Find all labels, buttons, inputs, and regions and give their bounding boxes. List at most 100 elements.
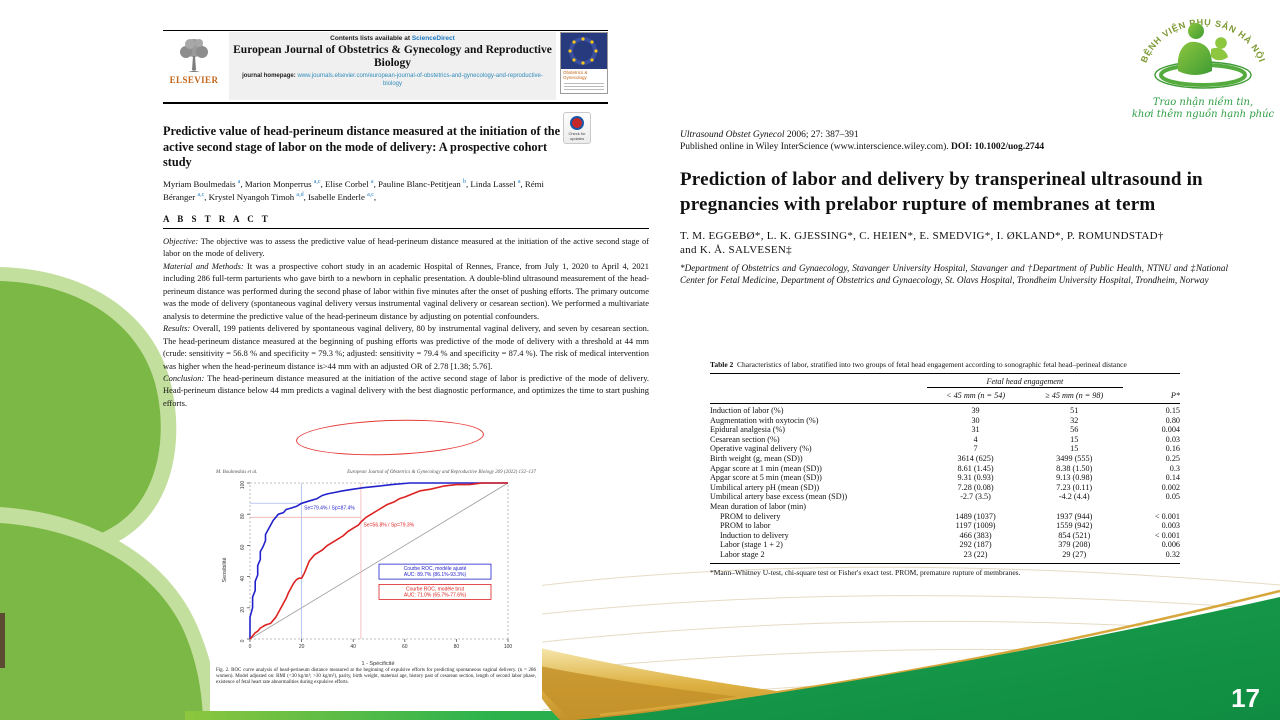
svg-text:20: 20 <box>299 644 305 650</box>
check-updates-label: Check for updates <box>568 131 586 141</box>
citation-line-1: Ultrasound Obstet Gynecol 2006; 27: 387–… <box>680 130 859 140</box>
abstract-rule <box>163 228 649 229</box>
group-header-row: Fetal head engagement <box>710 373 1180 389</box>
group-header: Fetal head engagement <box>927 377 1123 388</box>
table-caption: Table 2 Characteristics of labor, strati… <box>710 360 1127 369</box>
citation-line-2: Published online in Wiley InterScience (… <box>680 141 1045 152</box>
running-header-left: M. Boulmedais et al. <box>216 470 258 475</box>
journal-banner: Contents lists available at ScienceDirec… <box>229 32 556 100</box>
table-row: Labor (stage 1 + 2) 292 (187) 379 (208) 0.0… <box>720 540 1180 550</box>
svg-text:100: 100 <box>504 644 513 650</box>
table-row: Birth weight (g, mean (SD)) 3614 (625) 349… <box>710 453 1180 463</box>
figure-caption: Fig. 2. ROC curve analysis of head-perin… <box>216 668 536 686</box>
author-name: Pauline Blanc-Petitjean b <box>378 178 467 189</box>
author-name: Krystel Nyangoh Timoh a,d <box>208 192 304 203</box>
svg-text:20: 20 <box>240 607 246 613</box>
figure-running-header: M. Boulmedais et al. European Journal of… <box>216 470 536 475</box>
check-for-updates-badge[interactable]: Check for updates <box>563 112 591 144</box>
col-header-lt45: < 45 mm (n = 54) <box>926 389 1025 404</box>
abstract-paragraph: Material and Methods: It was a prospecti… <box>163 260 649 321</box>
abstract-paragraph: Conclusion: The head-perineum distance m… <box>163 372 650 408</box>
author-name: Rémi Béranger a,c <box>163 178 544 203</box>
contents-line: Contents lists available at ScienceDirec… <box>330 35 455 42</box>
table-row: Umbilical artery pH (mean (SD)) 7.28 (0.0… <box>710 482 1180 492</box>
authors-line-1: T. M. EGGEBØ*, L. K. GJESSING*, C. HEIEN… <box>680 230 1164 242</box>
svg-text:100: 100 <box>240 481 246 490</box>
svg-text:40: 40 <box>350 644 356 650</box>
svg-text:80: 80 <box>454 644 460 650</box>
red-ellipse-annotation <box>295 416 485 459</box>
affiliations: *Department of Obstetrics and Gynaecolog… <box>680 263 1228 285</box>
table-row: Apgar score at 5 min (mean (SD)) 9.31 (0.… <box>710 473 1180 483</box>
table-row: PROM to delivery 1489 (1037) 1937 (944) < 0… <box>720 511 1180 521</box>
x-axis-label: 1 - Spécificité <box>361 661 394 667</box>
table-row: Augmentation with oxytocin (%) 30 32 0.80 <box>710 415 1180 425</box>
svg-text:40: 40 <box>240 576 246 582</box>
svg-text:80: 80 <box>240 513 246 519</box>
table-2: Table 2 Characteristics of labor, strati… <box>710 360 1180 577</box>
svg-text:60: 60 <box>402 644 408 650</box>
running-header-right: European Journal of Obstetrics & Gynecol… <box>347 470 536 475</box>
svg-text:0: 0 <box>249 644 252 650</box>
abstract-paragraph: Results: Overall, 199 patients delivered… <box>163 323 649 371</box>
table-footnote: *Mann–Whitney U-test, chi-square test or… <box>710 567 1021 577</box>
svg-text:AUC: 71.0% (65.7%-77.6%): AUC: 71.0% (65.7%-77.6%) <box>404 592 467 598</box>
article-title: Prediction of labor and delivery by tran… <box>680 169 1203 215</box>
elsevier-logo: ELSEVIER <box>163 32 225 100</box>
right-paper: Ultrasound Obstet Gynecol 2006; 27: 387–… <box>680 130 1228 612</box>
table-row: Epidural analgesia (%) 31 56 0.004 <box>710 425 1180 435</box>
journal-cover-thumbnail: Obstetrics & Gynecology <box>560 32 608 94</box>
article-authors: Myriam Boulmedais a, Marion Monperrus a,… <box>163 178 544 203</box>
table-row: Cesarean section (%) 4 15 0.03 <box>710 434 1180 444</box>
red-annotation: Se=56.8% / Sp=79.3% <box>364 523 415 529</box>
table-row: Umbilical artery base excess (mean (SD))… <box>710 492 1180 502</box>
logo-tagline-1: Trao nhận niềm tin, <box>1153 97 1253 108</box>
table-row: Apgar score at 1 min (mean (SD)) 8.61 (1.… <box>710 463 1180 473</box>
elsevier-wordmark: ELSEVIER <box>169 75 219 85</box>
abstract-body: Objective: The objective was to assess t… <box>163 235 649 409</box>
left-paper: ELSEVIER Contents lists available at Sci… <box>160 18 652 470</box>
homepage-url-link[interactable]: www.journals.elsevier.com/european-journ… <box>297 73 543 87</box>
abstract-heading: A B S T R A C T <box>163 214 271 224</box>
svg-text:Courbe ROC, modèle brut: Courbe ROC, modèle brut <box>406 586 465 592</box>
svg-text:AUC: 89.7% (86.1%-93.3%): AUC: 89.7% (86.1%-93.3%) <box>404 572 467 578</box>
author-name: Isabelle Enderle a,c <box>307 192 374 203</box>
authors-line-2: and K. Å. SALVESEN‡ <box>680 244 792 256</box>
table-row: Induction of labor (%) 39 51 0.15 <box>710 406 1180 415</box>
svg-text:Courbe ROC, modèle ajusté: Courbe ROC, modèle ajusté <box>404 566 467 572</box>
table-row: Mean duration of labor (min) <box>710 501 806 511</box>
logo-tagline-2: khơi thêm nguồn hạnh phúc <box>1132 109 1275 120</box>
table-row: PROM to labor 1197 (1009) 1559 (942) 0.003 <box>720 521 1180 531</box>
roc-figure-panel: M. Boulmedais et al. European Journal of… <box>210 467 542 711</box>
author-name: Linda Lassel a <box>470 178 521 189</box>
blue-annotation: Se=79.4% / Sp=87.4% <box>304 506 355 512</box>
svg-text:0: 0 <box>240 639 246 642</box>
col-header-p: P* <box>1123 389 1180 404</box>
journal-title: European Journal of Obstetrics & Gynecol… <box>233 44 552 69</box>
journal-homepage: journal homepage: www.journals.elsevier.… <box>242 73 543 87</box>
article-title: Predictive value of head-perineum distan… <box>163 124 561 169</box>
y-axis-label: Sensibilité <box>222 557 228 582</box>
journal-header: ELSEVIER Contents lists available at Sci… <box>163 32 608 100</box>
mother-child-icon <box>1154 23 1252 89</box>
cover-text-lines <box>561 80 607 93</box>
abstract-paragraph: Objective: The objective was to assess t… <box>163 236 649 259</box>
cover-title: Obstetrics & Gynecology <box>563 70 588 80</box>
table-row: Operative vaginal delivery (%) 7 15 0.16 <box>710 444 1180 454</box>
column-header-row: < 45 mm (n = 54) ≥ 45 mm (n = 98) P* <box>710 389 1180 404</box>
sciencedirect-link[interactable]: ScienceDirect <box>411 35 455 42</box>
header-top-rule <box>163 30 608 31</box>
table-row: Induction to delivery 466 (383) 854 (521) <… <box>720 530 1180 540</box>
page-number: 17 <box>1231 683 1260 713</box>
header-bottom-rule <box>163 102 608 104</box>
hospital-logo: BỆNH VIỆN PHỤ SẢN HÀ NỘI Trao nhận niềm … <box>1132 17 1275 120</box>
col-header-ge45: ≥ 45 mm (n = 98) <box>1024 389 1124 404</box>
svg-text:60: 60 <box>240 544 246 550</box>
elsevier-tree-icon <box>180 39 208 72</box>
author-name: Elise Corbel a <box>324 178 374 189</box>
table-row: Labor stage 2 23 (22) 29 (27) 0.32 <box>710 549 1180 564</box>
characteristics-table: Fetal head engagement < 45 mm (n = 54) ≥… <box>710 373 1180 564</box>
author-name: Myriam Boulmedais a <box>163 178 241 189</box>
check-updates-icon <box>570 116 584 130</box>
cover-art <box>561 33 607 69</box>
